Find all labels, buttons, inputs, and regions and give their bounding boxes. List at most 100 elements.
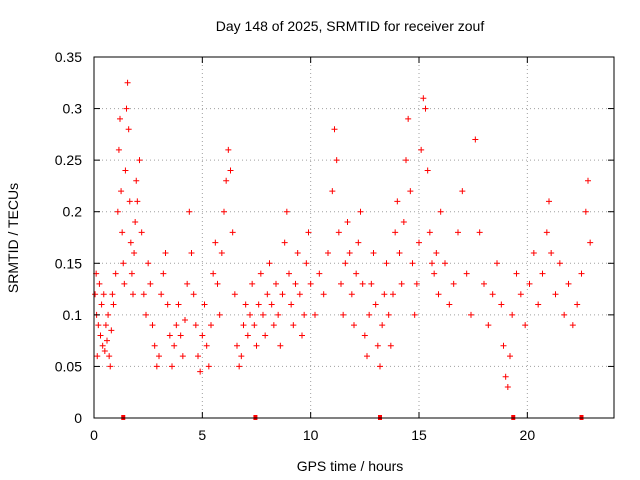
data-point-marker <box>138 229 145 236</box>
plot-frame <box>93 56 615 419</box>
data-point-marker <box>160 270 167 277</box>
data-point-marker <box>238 353 245 360</box>
data-point-marker <box>513 270 520 277</box>
data-point-marker <box>190 291 197 298</box>
data-point-marker <box>242 301 249 308</box>
data-point-marker <box>374 342 381 349</box>
y-tick-label: 0.25 <box>55 152 82 168</box>
data-point-marker <box>214 280 221 287</box>
data-point-marker <box>379 322 386 329</box>
data-point-marker <box>105 311 112 318</box>
data-point-marker <box>403 157 409 164</box>
data-point-marker <box>216 311 223 318</box>
data-point-marker <box>357 208 364 215</box>
data-point-marker <box>383 260 390 267</box>
data-point-marker <box>262 332 269 339</box>
data-point-marker <box>435 291 442 298</box>
data-point-marker <box>370 249 377 256</box>
data-point-marker <box>437 208 444 215</box>
data-point-marker <box>192 322 199 329</box>
data-point-marker <box>502 373 509 380</box>
data-point-marker <box>498 301 505 308</box>
data-point-marker <box>359 280 366 287</box>
data-point-marker <box>210 270 217 277</box>
data-point-marker <box>433 249 440 256</box>
data-point-marker <box>212 239 219 246</box>
data-point-marker <box>325 249 331 256</box>
data-point-marker <box>201 301 208 308</box>
data-point-marker <box>203 342 210 349</box>
data-point-marker <box>115 146 122 153</box>
data-point-marker <box>223 177 230 184</box>
data-point-marker <box>145 260 152 267</box>
data-point-marker <box>481 280 487 287</box>
data-point-marker <box>381 291 388 298</box>
data-point-marker <box>251 322 258 329</box>
data-point-marker <box>122 167 129 174</box>
data-point-marker <box>229 229 236 236</box>
data-point-marker <box>164 301 171 308</box>
data-point-marker <box>109 291 116 298</box>
data-points <box>92 79 594 391</box>
data-point-marker <box>234 342 240 349</box>
data-point-marker <box>294 249 301 256</box>
data-point-marker <box>169 363 175 370</box>
grid-lines <box>94 57 614 418</box>
data-point-marker <box>101 347 108 354</box>
data-point-marker <box>205 363 212 370</box>
data-point-marker <box>463 270 470 277</box>
data-point-marker <box>131 249 138 256</box>
data-point-marker <box>418 146 425 153</box>
data-point-marker <box>95 322 102 329</box>
data-point-marker <box>133 177 140 184</box>
x-tick-label: 0 <box>90 427 98 443</box>
data-point-marker <box>307 280 314 287</box>
data-point-marker <box>184 280 191 287</box>
data-point-marker <box>249 280 256 287</box>
data-point-marker <box>426 229 433 236</box>
data-point-marker <box>355 239 362 246</box>
data-point-marker <box>102 322 109 329</box>
data-point-marker <box>132 219 139 226</box>
data-point-marker <box>112 270 119 277</box>
data-point-marker <box>134 198 141 205</box>
data-point-marker <box>407 188 414 195</box>
data-point-marker <box>153 363 160 370</box>
data-point-marker <box>108 327 115 334</box>
data-point-marker <box>546 198 552 205</box>
data-point-marker <box>413 280 420 287</box>
chart-title: Day 148 of 2025, SRMTID for receiver zou… <box>216 18 485 34</box>
y-tick-label: 0.1 <box>63 307 83 323</box>
data-point-marker <box>188 249 195 256</box>
data-point-marker <box>106 353 113 360</box>
data-point-marker <box>522 322 529 329</box>
data-point-marker <box>227 167 234 174</box>
data-point-marker <box>236 363 243 370</box>
data-point-marker <box>344 219 351 226</box>
data-point-marker <box>173 322 180 329</box>
data-point-marker <box>94 353 101 360</box>
data-point-marker <box>147 280 154 287</box>
data-point-marker <box>118 188 125 195</box>
x-axis-ticks: 0 5 10 15 20 <box>90 57 535 443</box>
x-tick-label: 10 <box>303 427 319 443</box>
data-point-marker <box>130 291 136 298</box>
data-point-marker <box>104 337 110 344</box>
y-axis-label: SRMTID / TECUs <box>5 183 21 293</box>
data-point-marker <box>400 219 407 226</box>
data-point-marker <box>107 363 114 370</box>
data-point-marker <box>182 317 188 324</box>
data-point-marker <box>431 270 438 277</box>
y-tick-label: 0 <box>74 410 82 426</box>
data-point-marker <box>121 280 128 287</box>
data-point-marker <box>351 322 357 329</box>
data-point-marker <box>126 198 133 205</box>
data-point-marker <box>396 249 403 256</box>
x-tick-label: 15 <box>411 427 427 443</box>
y-tick-label: 0.2 <box>63 204 83 220</box>
data-point-marker <box>305 229 312 236</box>
data-point-marker <box>156 353 162 360</box>
data-point-marker <box>507 353 513 360</box>
data-point-marker <box>450 280 457 287</box>
data-point-marker <box>509 311 516 318</box>
